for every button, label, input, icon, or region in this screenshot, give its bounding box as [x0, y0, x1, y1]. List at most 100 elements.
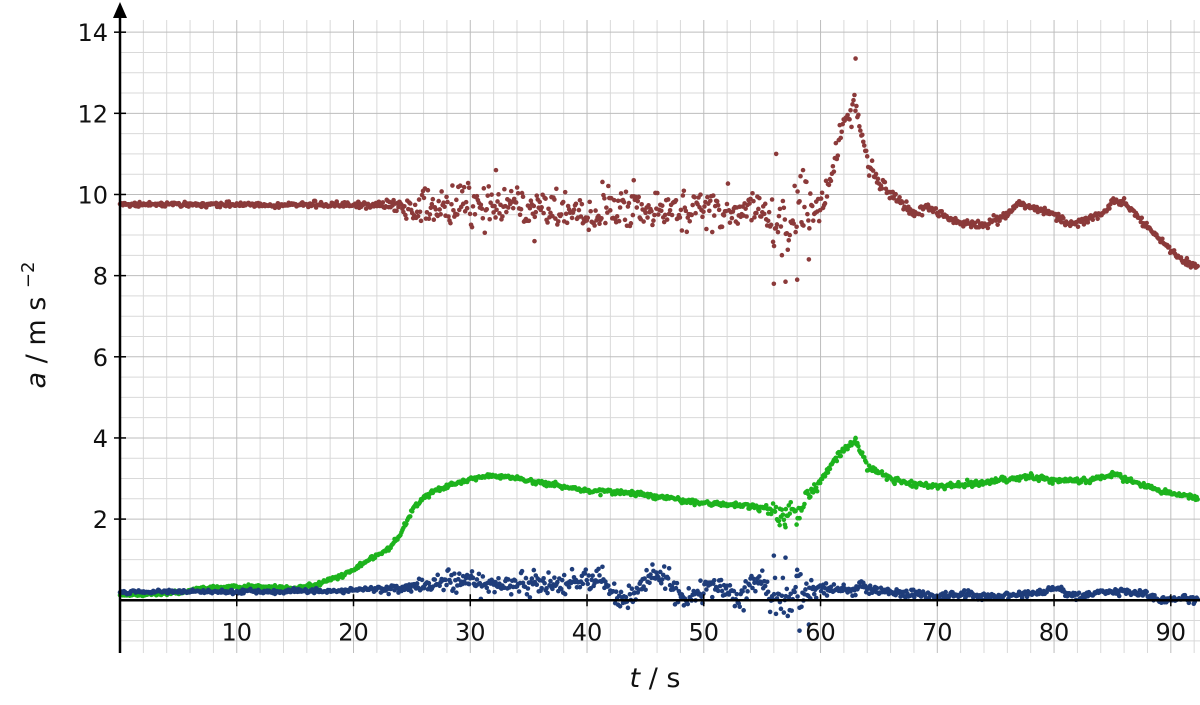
- data-point: [813, 485, 819, 490]
- data-point: [674, 580, 680, 586]
- data-point: [597, 573, 602, 578]
- data-point: [785, 613, 791, 619]
- y-axis-unit-exponent: −2: [18, 262, 39, 289]
- data-point: [464, 572, 470, 578]
- data-point: [456, 571, 462, 576]
- data-point: [482, 230, 488, 236]
- data-point: [740, 589, 745, 594]
- x-tick-label: 50: [689, 618, 720, 646]
- data-point: [611, 197, 617, 203]
- data-point: [762, 583, 768, 589]
- data-point: [1085, 220, 1091, 225]
- data-point: [823, 178, 829, 184]
- data-point: [1144, 589, 1149, 595]
- data-point: [698, 578, 703, 583]
- data-point: [715, 203, 721, 208]
- data-point: [566, 584, 572, 590]
- data-point: [472, 212, 478, 217]
- data-point: [822, 201, 828, 206]
- data-point: [686, 586, 692, 591]
- data-point: [1186, 600, 1192, 606]
- data-point: [785, 247, 791, 253]
- data-point: [778, 606, 784, 612]
- data-point: [571, 207, 577, 213]
- data-point: [1006, 211, 1011, 217]
- data-point: [407, 514, 413, 519]
- axes: [113, 2, 1200, 653]
- data-point: [524, 591, 530, 597]
- data-point: [721, 213, 727, 218]
- data-point: [776, 518, 782, 524]
- data-point: [577, 584, 583, 590]
- data-point: [576, 207, 582, 213]
- data-point: [853, 108, 858, 114]
- data-point: [879, 469, 885, 474]
- data-point: [416, 197, 422, 202]
- data-point: [810, 490, 816, 495]
- data-point: [589, 577, 594, 583]
- data-point: [750, 585, 755, 591]
- data-point: [394, 208, 399, 214]
- data-point: [658, 569, 663, 575]
- data-point: [678, 207, 684, 213]
- data-point: [1075, 224, 1081, 230]
- data-point: [719, 224, 725, 230]
- data-point: [1036, 478, 1042, 484]
- data-point: [444, 582, 449, 588]
- data-point: [518, 206, 524, 212]
- data-point: [537, 199, 542, 205]
- x-tick-label: 20: [338, 618, 369, 646]
- data-point: [655, 190, 660, 196]
- data-point: [539, 205, 544, 210]
- data-point: [916, 588, 922, 594]
- data-point: [487, 216, 492, 222]
- data-point: [596, 566, 601, 572]
- data-point: [840, 121, 845, 127]
- data-point: [402, 587, 407, 593]
- data-point: [544, 585, 549, 591]
- data-point: [777, 206, 783, 212]
- data-point: [759, 568, 765, 573]
- data-point: [476, 571, 482, 577]
- data-point: [1166, 244, 1172, 250]
- data-point: [580, 581, 586, 587]
- x-tick-label: 60: [805, 618, 836, 646]
- data-point: [614, 214, 620, 219]
- data-point: [437, 583, 442, 589]
- data-point: [1171, 248, 1177, 253]
- data-point: [794, 522, 799, 527]
- data-point: [650, 222, 655, 228]
- data-point: [602, 196, 607, 201]
- data-point: [617, 205, 623, 210]
- data-point: [665, 197, 671, 202]
- y-axis-unit: m s: [21, 297, 52, 346]
- x-tick-label: 90: [1156, 618, 1187, 646]
- data-point: [806, 257, 812, 262]
- data-point: [702, 204, 707, 209]
- data-point: [854, 103, 859, 109]
- data-point: [469, 569, 475, 574]
- data-point: [749, 217, 754, 223]
- data-point: [752, 215, 757, 220]
- data-point: [588, 208, 593, 214]
- data-point: [545, 220, 550, 225]
- data-point: [776, 213, 782, 219]
- data-point: [834, 458, 840, 464]
- data-point: [1195, 497, 1200, 502]
- data-point: [818, 196, 824, 201]
- data-point: [773, 225, 779, 231]
- data-point: [809, 577, 814, 583]
- data-point: [734, 591, 740, 597]
- data-point: [454, 197, 459, 203]
- data-point: [771, 243, 777, 249]
- data-point: [454, 590, 459, 595]
- data-point: [825, 470, 831, 475]
- data-point: [628, 221, 634, 226]
- data-point: [461, 184, 467, 190]
- data-point: [552, 197, 557, 202]
- data-point: [496, 192, 501, 197]
- data-point: [778, 224, 784, 229]
- data-point: [811, 591, 817, 597]
- data-point: [587, 199, 592, 205]
- data-point: [807, 226, 812, 231]
